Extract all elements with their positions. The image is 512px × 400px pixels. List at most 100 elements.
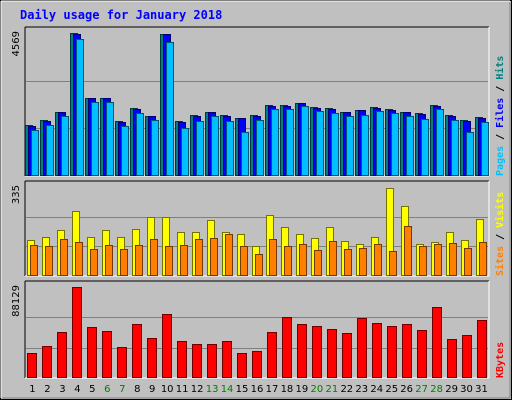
bar-pages-day-12 [196,121,204,176]
side-legend-part-0: KBytes [495,342,506,378]
panel-hits-files-pages: 4569 Pages / Files / Hits [11,26,506,177]
bar-pages-day-13 [211,116,219,176]
side-legend: Pages / Files / Hits [494,56,506,176]
bar-pages-day-3 [61,116,69,176]
bar-kbytes-day-2 [42,346,52,378]
x-tick-label-day-15: 15 [236,384,249,395]
x-tick-label-day-24: 24 [370,384,383,395]
bar-kbytes-day-28 [432,307,442,378]
bar-pages-day-17 [271,109,279,176]
bar-sites-day-19 [299,244,307,276]
bar-sites-day-7 [120,249,128,276]
bar-kbytes-day-14 [222,341,232,378]
bar-sites-day-23 [359,248,367,276]
panel-kbytes: 88129 KBytes [11,280,506,379]
chart-panels: 4569 Pages / Files / Hits 335 Sites / Visit… [11,26,506,379]
bar-kbytes-day-15 [237,353,247,378]
bar-sites-day-11 [180,245,188,276]
bar-kbytes-day-23 [357,318,367,378]
x-tick-label-day-31: 31 [475,384,488,395]
side-legend-part-4: Hits [494,56,506,80]
bar-kbytes-day-27 [417,330,427,378]
bar-pages-day-6 [106,102,114,176]
bar-kbytes-day-31 [477,320,487,378]
bar-kbytes-day-21 [327,329,337,378]
bar-sites-day-26 [404,226,412,276]
bar-kbytes-day-16 [252,351,262,378]
x-tick-label-day-1: 1 [29,384,35,395]
bar-pages-day-20 [316,111,324,176]
x-tick-label-day-17: 17 [266,384,279,395]
bar-kbytes-day-22 [342,333,352,378]
bar-pages-day-27 [421,119,429,176]
bar-sites-day-15 [240,246,248,276]
bar-pages-day-15 [241,132,249,176]
side-legend-part-2: Files [494,98,506,128]
x-tick-label-day-8: 8 [134,384,140,395]
bar-kbytes-day-6 [102,331,112,378]
x-tick-label-day-12: 12 [191,384,204,395]
bar-sites-day-29 [449,243,457,276]
bar-pages-day-25 [391,113,399,176]
side-legend: Sites / Visits [494,192,506,276]
bar-pages-day-8 [136,113,144,176]
bar-kbytes-day-8 [132,324,142,378]
x-tick-label-day-9: 9 [149,384,155,395]
bar-pages-day-26 [406,116,414,176]
side-legend-part-0: Sites [494,246,506,276]
bar-sites-day-17 [269,239,277,276]
bar-kbytes-day-13 [207,344,217,378]
bar-sites-day-18 [284,246,292,276]
bar-kbytes-day-9 [147,338,157,378]
x-tick-label-day-16: 16 [251,384,264,395]
x-tick-label-day-22: 22 [340,384,353,395]
bar-pages-day-29 [451,120,459,176]
bar-kbytes-day-26 [402,324,412,378]
side-legend-part-3: / [495,80,506,98]
bar-kbytes-day-3 [57,332,67,378]
bar-kbytes-day-30 [462,335,472,378]
x-tick-label-day-3: 3 [59,384,65,395]
bar-kbytes-day-7 [117,347,127,378]
bar-kbytes-day-5 [87,327,97,378]
side-legend: KBytes [495,342,506,378]
bar-kbytes-day-19 [297,324,307,378]
bar-sites-day-5 [90,249,98,276]
bar-sites-day-16 [255,254,263,276]
bar-sites-day-22 [344,249,352,276]
bar-kbytes-day-17 [267,332,277,378]
bar-sites-day-21 [329,241,337,276]
bar-sites-day-10 [165,246,173,276]
y-max-label: 335 [11,185,22,204]
x-tick-label-day-6: 6 [104,384,110,395]
bar-sites-day-28 [434,244,442,276]
bar-kbytes-day-29 [447,339,457,378]
y-max-label: 4569 [11,31,22,56]
bar-sites-day-20 [314,250,322,276]
x-tick-label-day-2: 2 [44,384,50,395]
x-tick-label-day-19: 19 [296,384,309,395]
bar-kbytes-day-10 [162,314,172,378]
x-tick-label-day-28: 28 [430,384,443,395]
bar-sites-day-24 [374,244,382,276]
bar-pages-day-18 [286,109,294,176]
panel-visits-sites: 335 Sites / Visits [11,180,506,277]
bar-sites-day-1 [30,245,38,276]
bar-sites-day-8 [135,245,143,276]
chart-title: Daily usage for January 2018 [20,8,222,22]
x-tick-label-day-4: 4 [74,384,80,395]
x-tick-label-day-10: 10 [161,384,174,395]
x-tick-label-day-27: 27 [415,384,428,395]
bar-kbytes-day-25 [387,326,397,378]
bar-pages-day-7 [121,126,129,176]
side-legend-part-1: / [495,228,506,246]
bar-sites-day-14 [225,234,233,276]
bar-kbytes-day-24 [372,323,382,378]
bar-pages-day-1 [31,130,39,176]
side-legend-part-2: Visits [494,192,506,228]
bar-pages-day-31 [481,122,489,176]
bar-pages-day-9 [151,120,159,176]
x-tick-label-day-11: 11 [176,384,189,395]
